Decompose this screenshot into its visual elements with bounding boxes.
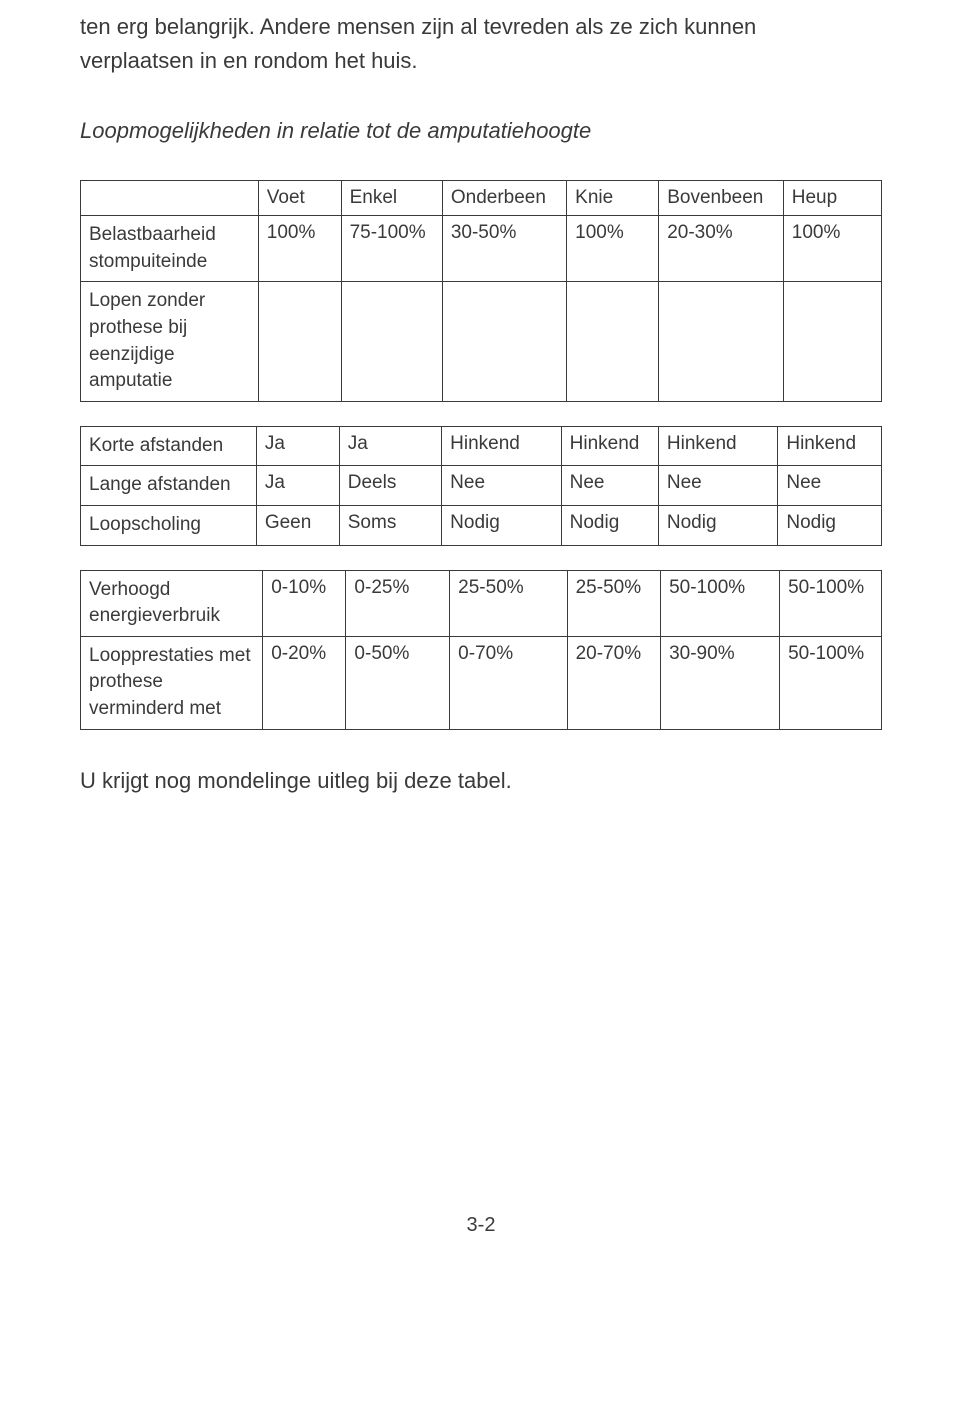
col-header-heup: Heup — [783, 181, 881, 216]
cell: Ja — [339, 426, 441, 466]
cell: Nodig — [561, 505, 658, 545]
cell-empty — [567, 282, 659, 401]
page-container: ten erg belangrijk. Andere mensen zijn a… — [0, 0, 960, 1257]
row-label-loopscholing: Loopscholing — [81, 505, 257, 545]
cell: Hinkend — [778, 426, 882, 466]
cell: Hinkend — [658, 426, 777, 466]
cell: 50-100% — [661, 570, 780, 636]
row-label-korte: Korte afstanden — [81, 426, 257, 466]
row-label-lange: Lange afstanden — [81, 466, 257, 506]
cell: Ja — [256, 466, 339, 506]
page-number: 3-2 — [80, 1214, 882, 1257]
table-1-row-lopen-zonder: Lopen zonder prothese bij eenzijdige amp… — [81, 282, 882, 401]
cell: Geen — [256, 505, 339, 545]
col-header-onderbeen: Onderbeen — [442, 181, 566, 216]
cell: 25-50% — [567, 570, 660, 636]
cell: Nee — [658, 466, 777, 506]
footer-note: U krijgt nog mondelinge uitleg bij deze … — [80, 768, 882, 794]
cell: 0-25% — [346, 570, 450, 636]
cell: 75-100% — [341, 216, 442, 282]
cell: 50-100% — [780, 636, 882, 729]
cell: 30-50% — [442, 216, 566, 282]
section-subhead: Loopmogelijkheden in relatie tot de ampu… — [80, 118, 882, 144]
cell: 0-20% — [263, 636, 346, 729]
table-2: Korte afstanden Ja Ja Hinkend Hinkend Hi… — [80, 426, 882, 546]
cell: 100% — [258, 216, 341, 282]
table-2-row-loopscholing: Loopscholing Geen Soms Nodig Nodig Nodig… — [81, 505, 882, 545]
cell-empty — [783, 282, 881, 401]
cell: 20-30% — [659, 216, 784, 282]
cell: Nodig — [778, 505, 882, 545]
table-1-header-row: Voet Enkel Onderbeen Knie Bovenbeen Heup — [81, 181, 882, 216]
cell-empty — [659, 282, 784, 401]
cell: 25-50% — [450, 570, 567, 636]
intro-line-2: verplaatsen in en rondom het huis. — [80, 48, 418, 73]
table-3-row-verhoogd: Verhoogd energieverbruik 0-10% 0-25% 25-… — [81, 570, 882, 636]
row-label-lopen-zonder: Lopen zonder prothese bij eenzijdige amp… — [81, 282, 259, 401]
cell: Nee — [561, 466, 658, 506]
table-1: Voet Enkel Onderbeen Knie Bovenbeen Heup… — [80, 180, 882, 402]
row-label-belastbaarheid: Belastbaarheid stompuiteinde — [81, 216, 259, 282]
row-label-verhoogd: Verhoogd energieverbruik — [81, 570, 263, 636]
cell: Nee — [778, 466, 882, 506]
cell: Nodig — [658, 505, 777, 545]
cell: 0-10% — [263, 570, 346, 636]
table-2-row-korte: Korte afstanden Ja Ja Hinkend Hinkend Hi… — [81, 426, 882, 466]
row-label-loopprestaties: Loopprestaties met prothese verminderd m… — [81, 636, 263, 729]
col-header-voet: Voet — [258, 181, 341, 216]
cell: 0-70% — [450, 636, 567, 729]
table-1-row-belastbaarheid: Belastbaarheid stompuiteinde 100% 75-100… — [81, 216, 882, 282]
cell: Deels — [339, 466, 441, 506]
col-header-empty — [81, 181, 259, 216]
cell: 100% — [783, 216, 881, 282]
cell: Nee — [442, 466, 561, 506]
col-header-bovenbeen: Bovenbeen — [659, 181, 784, 216]
cell: 50-100% — [780, 570, 882, 636]
cell-empty — [442, 282, 566, 401]
cell: 100% — [567, 216, 659, 282]
cell: Hinkend — [442, 426, 561, 466]
cell: Ja — [256, 426, 339, 466]
cell-empty — [258, 282, 341, 401]
table-3-row-loopprestaties: Loopprestaties met prothese verminderd m… — [81, 636, 882, 729]
cell: Soms — [339, 505, 441, 545]
cell: Nodig — [442, 505, 561, 545]
table-2-row-lange: Lange afstanden Ja Deels Nee Nee Nee Nee — [81, 466, 882, 506]
cell: 30-90% — [661, 636, 780, 729]
col-header-knie: Knie — [567, 181, 659, 216]
cell: 20-70% — [567, 636, 660, 729]
cell: Hinkend — [561, 426, 658, 466]
intro-paragraph: ten erg belangrijk. Andere mensen zijn a… — [80, 10, 882, 78]
cell: 0-50% — [346, 636, 450, 729]
col-header-enkel: Enkel — [341, 181, 442, 216]
table-3: Verhoogd energieverbruik 0-10% 0-25% 25-… — [80, 570, 882, 730]
cell-empty — [341, 282, 442, 401]
intro-line-1: ten erg belangrijk. Andere mensen zijn a… — [80, 14, 756, 39]
